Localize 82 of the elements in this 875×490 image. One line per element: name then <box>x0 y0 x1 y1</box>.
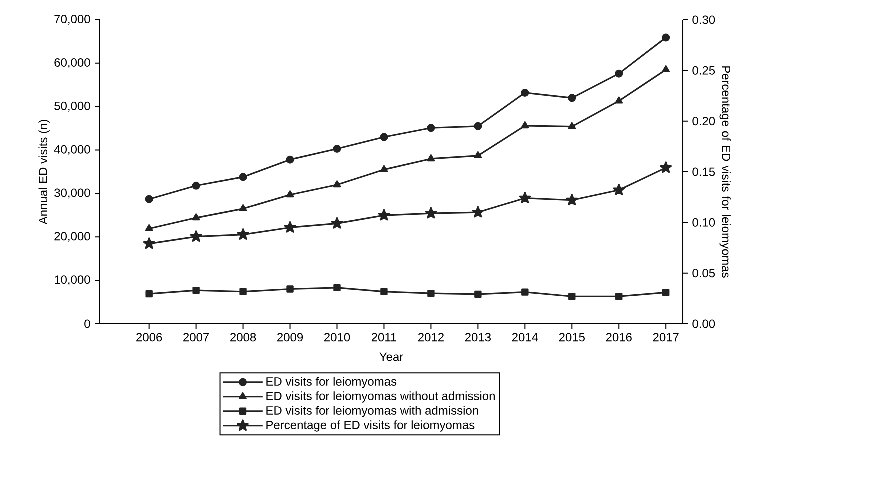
point <box>145 224 154 232</box>
x-tick-label: 2014 <box>512 333 538 342</box>
point <box>427 124 436 132</box>
point <box>662 66 670 73</box>
point <box>192 214 200 221</box>
point <box>521 122 530 129</box>
x-axis-title: Year <box>380 352 404 362</box>
point <box>522 288 529 296</box>
point <box>519 192 532 204</box>
y-tick-label: 50,000 <box>54 102 90 112</box>
point <box>239 173 248 182</box>
point <box>568 293 576 300</box>
point <box>521 88 530 97</box>
point <box>380 133 388 142</box>
y2-tick-label: 0.05 <box>692 269 716 278</box>
point <box>616 293 623 300</box>
y2-tick-label: 0.15 <box>692 168 716 176</box>
point <box>239 204 248 212</box>
point <box>425 207 438 219</box>
point <box>615 70 624 78</box>
x-tick-label: 2017 <box>653 333 679 342</box>
x-tick-label: 2011 <box>372 333 397 342</box>
point <box>192 286 200 294</box>
point <box>237 228 250 240</box>
y-tick-label: 0 <box>84 320 90 328</box>
x-tick-label: 2009 <box>278 333 304 342</box>
point <box>333 144 342 153</box>
point <box>474 122 482 130</box>
point <box>331 217 344 229</box>
x-tick-label: 2016 <box>606 333 632 342</box>
point <box>334 284 341 292</box>
y2-tick-label: 0.30 <box>692 16 716 24</box>
point <box>284 221 296 233</box>
y-tick-label: 20,000 <box>54 232 90 242</box>
point <box>286 286 294 293</box>
legend-label: ED visits for leiomyomas with admission <box>266 406 478 418</box>
y2-tick-label: 0.20 <box>692 117 716 126</box>
legend-label: ED visits for leiomyomas <box>266 377 397 388</box>
x-tick-label: 2008 <box>230 333 256 342</box>
x-tick-label: 2010 <box>324 333 350 342</box>
legend-label: ED visits for leiomyomas without admission <box>266 392 495 403</box>
point <box>378 209 390 221</box>
y-tick-label: 30,000 <box>54 188 90 199</box>
point <box>566 194 578 206</box>
point <box>143 238 156 250</box>
x-tick-label: 2012 <box>418 333 444 342</box>
point <box>615 96 624 104</box>
x-tick-label: 2013 <box>465 333 491 342</box>
point <box>190 230 202 242</box>
x-tick-label: 2015 <box>559 333 585 342</box>
point <box>286 190 294 198</box>
y2-tick-label: 0.10 <box>692 218 716 227</box>
point <box>145 195 154 204</box>
y2-axis-title: Percentage of ED visits for leiomyomas <box>720 66 731 278</box>
x-tick-label: 2006 <box>136 333 162 342</box>
point <box>472 206 484 218</box>
y2-tick-label: 0.25 <box>692 66 716 75</box>
point <box>427 154 436 162</box>
y-tick-label: 40,000 <box>54 145 90 156</box>
point <box>286 156 294 164</box>
point <box>428 290 435 298</box>
point <box>380 165 388 172</box>
point <box>568 94 576 102</box>
point <box>380 288 388 296</box>
y-tick-label: 60,000 <box>54 58 90 68</box>
point <box>146 290 153 298</box>
y-tick-label: 10,000 <box>55 276 90 286</box>
point <box>660 162 672 174</box>
x-tick-label: 2007 <box>184 333 210 342</box>
point <box>568 122 576 130</box>
point <box>240 288 247 296</box>
y-axis-title: Annual ED visits (n) <box>38 120 50 225</box>
point <box>662 289 670 296</box>
y-tick-label: 70,000 <box>54 15 90 25</box>
y2-tick-label: 0.00 <box>692 320 716 328</box>
point <box>474 290 482 298</box>
point <box>613 184 626 196</box>
legend-label: Percentage of ED visits for leiomyomas <box>266 420 475 432</box>
point <box>333 180 342 188</box>
point <box>662 34 670 42</box>
point <box>192 182 200 190</box>
point <box>474 152 482 159</box>
